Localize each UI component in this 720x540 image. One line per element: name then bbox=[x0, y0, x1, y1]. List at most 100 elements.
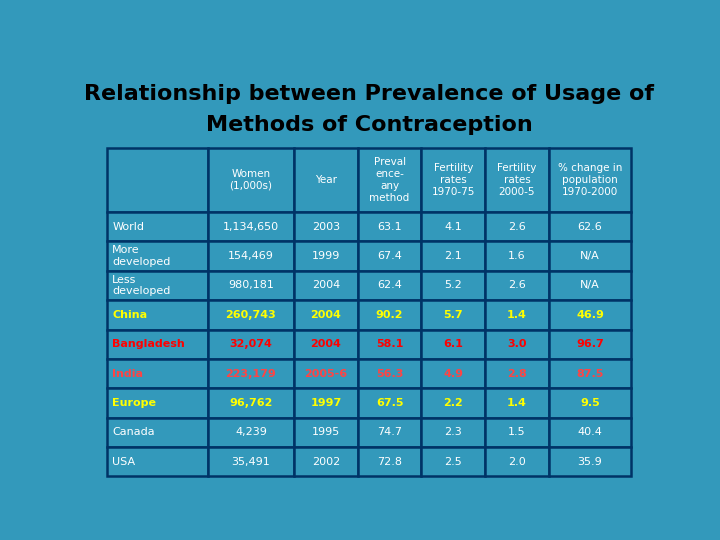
Bar bbox=[107, 300, 208, 329]
Bar bbox=[421, 388, 485, 417]
Bar bbox=[421, 447, 485, 476]
Text: 72.8: 72.8 bbox=[377, 457, 402, 467]
Text: 2.8: 2.8 bbox=[507, 369, 527, 379]
Bar bbox=[294, 329, 358, 359]
Text: India: India bbox=[112, 369, 143, 379]
Text: 223,179: 223,179 bbox=[225, 369, 276, 379]
Bar bbox=[421, 359, 485, 388]
Bar bbox=[208, 212, 294, 241]
Text: 2.5: 2.5 bbox=[444, 457, 462, 467]
Text: Women
(1,000s): Women (1,000s) bbox=[230, 169, 272, 191]
Text: 74.7: 74.7 bbox=[377, 427, 402, 437]
Text: 67.4: 67.4 bbox=[377, 251, 402, 261]
Bar bbox=[107, 329, 208, 359]
Text: 2.6: 2.6 bbox=[508, 222, 526, 232]
Text: % change in
population
1970-2000: % change in population 1970-2000 bbox=[558, 163, 622, 197]
Text: 63.1: 63.1 bbox=[377, 222, 402, 232]
Text: 67.5: 67.5 bbox=[376, 398, 403, 408]
Bar bbox=[485, 388, 549, 417]
Bar bbox=[549, 447, 631, 476]
Bar bbox=[421, 241, 485, 271]
Text: 58.1: 58.1 bbox=[376, 339, 403, 349]
Text: China: China bbox=[112, 310, 148, 320]
Text: N/A: N/A bbox=[580, 251, 600, 261]
Bar bbox=[358, 359, 421, 388]
Bar bbox=[549, 212, 631, 241]
Text: Bangladesh: Bangladesh bbox=[112, 339, 185, 349]
Bar bbox=[107, 447, 208, 476]
Text: 2.1: 2.1 bbox=[444, 251, 462, 261]
Text: 87.5: 87.5 bbox=[577, 369, 604, 379]
Bar bbox=[294, 241, 358, 271]
Bar bbox=[485, 148, 549, 212]
Bar bbox=[107, 271, 208, 300]
Text: 5.2: 5.2 bbox=[444, 280, 462, 291]
Bar bbox=[208, 329, 294, 359]
Bar bbox=[421, 329, 485, 359]
Bar bbox=[549, 241, 631, 271]
Text: 90.2: 90.2 bbox=[376, 310, 403, 320]
Text: 2004: 2004 bbox=[310, 310, 341, 320]
Text: 4.1: 4.1 bbox=[444, 222, 462, 232]
Bar bbox=[107, 212, 208, 241]
Text: N/A: N/A bbox=[580, 280, 600, 291]
Text: 1997: 1997 bbox=[310, 398, 341, 408]
Text: Preval
ence-
any
method: Preval ence- any method bbox=[369, 157, 410, 203]
Text: 2.3: 2.3 bbox=[444, 427, 462, 437]
Text: 96,762: 96,762 bbox=[229, 398, 273, 408]
Bar bbox=[485, 300, 549, 329]
Bar bbox=[358, 300, 421, 329]
Text: 260,743: 260,743 bbox=[225, 310, 276, 320]
Bar bbox=[107, 388, 208, 417]
Text: 2005-6: 2005-6 bbox=[305, 369, 348, 379]
Text: 4,239: 4,239 bbox=[235, 427, 267, 437]
Bar bbox=[358, 212, 421, 241]
Bar bbox=[294, 359, 358, 388]
Text: 96.7: 96.7 bbox=[576, 339, 604, 349]
Bar bbox=[485, 447, 549, 476]
Bar bbox=[358, 417, 421, 447]
Bar bbox=[485, 417, 549, 447]
Text: Less
developed: Less developed bbox=[112, 275, 171, 296]
Text: 1.4: 1.4 bbox=[507, 398, 527, 408]
Bar bbox=[358, 271, 421, 300]
Bar bbox=[485, 329, 549, 359]
Bar bbox=[485, 271, 549, 300]
Text: 40.4: 40.4 bbox=[577, 427, 603, 437]
Text: 1.4: 1.4 bbox=[507, 310, 527, 320]
Text: 5.7: 5.7 bbox=[444, 310, 463, 320]
Bar bbox=[208, 359, 294, 388]
Text: Canada: Canada bbox=[112, 427, 155, 437]
Bar bbox=[549, 329, 631, 359]
Text: 1999: 1999 bbox=[312, 251, 340, 261]
Bar bbox=[107, 148, 208, 212]
Text: 2003: 2003 bbox=[312, 222, 340, 232]
Bar bbox=[485, 212, 549, 241]
Text: 62.6: 62.6 bbox=[577, 222, 603, 232]
Bar bbox=[485, 359, 549, 388]
Text: 35,491: 35,491 bbox=[232, 457, 270, 467]
Text: 2.0: 2.0 bbox=[508, 457, 526, 467]
Bar bbox=[421, 212, 485, 241]
Bar bbox=[208, 417, 294, 447]
Bar bbox=[294, 300, 358, 329]
Bar bbox=[421, 271, 485, 300]
Text: 2002: 2002 bbox=[312, 457, 340, 467]
Bar bbox=[358, 241, 421, 271]
Bar bbox=[549, 359, 631, 388]
Text: 56.3: 56.3 bbox=[376, 369, 403, 379]
Bar bbox=[549, 417, 631, 447]
Bar bbox=[549, 271, 631, 300]
Text: 2.2: 2.2 bbox=[444, 398, 463, 408]
Text: USA: USA bbox=[112, 457, 135, 467]
Bar bbox=[358, 329, 421, 359]
Bar bbox=[549, 388, 631, 417]
Bar bbox=[485, 241, 549, 271]
Bar bbox=[294, 447, 358, 476]
Bar bbox=[421, 417, 485, 447]
Text: 1995: 1995 bbox=[312, 427, 340, 437]
Bar bbox=[294, 271, 358, 300]
Bar bbox=[208, 388, 294, 417]
Bar bbox=[294, 417, 358, 447]
Bar bbox=[358, 388, 421, 417]
